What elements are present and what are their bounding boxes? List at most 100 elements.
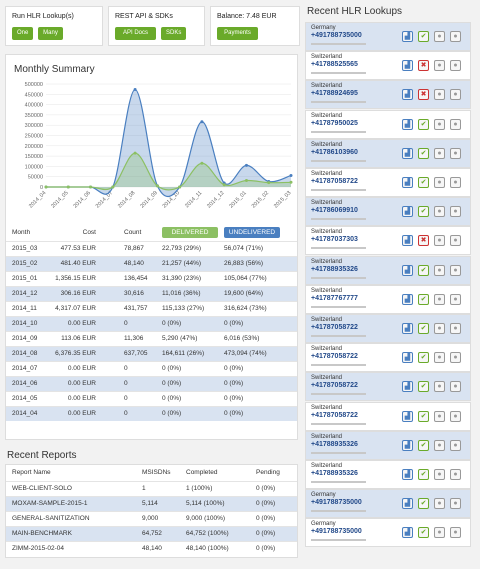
phone-number[interactable]: +491788735000 [311,528,362,536]
table-header: DELIVERED [162,227,218,238]
ok-icon[interactable]: ✔ [418,469,429,480]
chart-icon[interactable]: ▟ [402,410,413,422]
info-icon[interactable]: ● [434,264,445,276]
ok-icon[interactable]: ✔ [418,352,429,364]
more-icon[interactable]: ● [450,31,461,42]
ok-icon[interactable]: ✔ [418,31,429,42]
phone-number[interactable]: +41788935326 [311,265,358,273]
more-icon[interactable]: ● [450,264,461,276]
phone-number[interactable]: +41788924695 [311,90,358,98]
chart-icon[interactable]: ▟ [402,60,413,72]
error-icon[interactable]: ✖ [418,235,429,247]
more-icon[interactable]: ● [450,293,461,305]
phone-number[interactable]: +491788735000 [311,499,362,507]
more-icon[interactable]: ● [450,177,461,188]
ok-icon[interactable]: ✔ [418,177,429,188]
info-icon[interactable]: ● [434,410,445,422]
table-cell: ZIMM-2015-02-04 [12,545,65,552]
more-icon[interactable]: ● [450,147,461,159]
info-icon[interactable]: ● [434,118,445,130]
info-icon[interactable]: ● [434,381,445,393]
phone-number[interactable]: +41787767777 [311,294,358,302]
ok-icon[interactable]: ✔ [418,410,429,422]
chart-icon[interactable]: ▟ [402,469,413,480]
ok-icon[interactable]: ✔ [418,118,429,130]
info-icon[interactable]: ● [434,235,445,247]
more-icon[interactable]: ● [450,206,461,218]
ok-icon[interactable]: ✔ [418,498,429,510]
phone-number[interactable]: +41787950025 [311,119,358,127]
more-icon[interactable]: ● [450,352,461,364]
more-icon[interactable]: ● [450,60,461,72]
chart-icon[interactable]: ▟ [402,89,413,101]
chart-icon[interactable]: ▟ [402,147,413,159]
more-icon[interactable]: ● [450,235,461,247]
info-icon[interactable]: ● [434,352,445,364]
info-icon[interactable]: ● [434,323,445,334]
more-icon[interactable]: ● [450,527,461,539]
button[interactable]: One [12,27,33,40]
ok-icon[interactable]: ✔ [418,147,429,159]
chart-icon[interactable]: ▟ [402,177,413,188]
more-icon[interactable]: ● [450,410,461,422]
table-cell: 0 (0%) [256,530,276,537]
info-icon[interactable]: ● [434,89,445,101]
info-icon[interactable]: ● [434,147,445,159]
ok-icon[interactable]: ✔ [418,439,429,451]
ok-icon[interactable]: ✔ [418,323,429,334]
button[interactable]: SDKs [161,27,186,40]
phone-number[interactable]: +41787058722 [311,324,358,331]
info-icon[interactable]: ● [434,60,445,72]
more-icon[interactable]: ● [450,118,461,130]
button[interactable]: API Docs [115,27,156,40]
error-icon[interactable]: ✖ [418,60,429,72]
info-icon[interactable]: ● [434,31,445,42]
ok-icon[interactable]: ✔ [418,381,429,393]
chart-icon[interactable]: ▟ [402,235,413,247]
chart-icon[interactable]: ▟ [402,381,413,393]
phone-number[interactable]: +41786069910 [311,207,358,215]
ok-icon[interactable]: ✔ [418,293,429,305]
chart-icon[interactable]: ▟ [402,293,413,305]
phone-number[interactable]: +41787058722 [311,178,358,185]
phone-number[interactable]: +41787037303 [311,236,358,244]
button[interactable]: Many [38,27,63,40]
more-icon[interactable]: ● [450,498,461,510]
info-icon[interactable]: ● [434,527,445,539]
chart-icon[interactable]: ▟ [402,439,413,451]
ok-icon[interactable]: ✔ [418,527,429,539]
chart-icon[interactable]: ▟ [402,264,413,276]
phone-number[interactable]: +41788935326 [311,470,358,477]
more-icon[interactable]: ● [450,323,461,334]
more-icon[interactable]: ● [450,439,461,451]
chart-icon[interactable]: ▟ [402,323,413,334]
more-icon[interactable]: ● [450,381,461,393]
more-icon[interactable]: ● [450,89,461,101]
table-header: Count [124,229,142,236]
info-icon[interactable]: ● [434,498,445,510]
phone-number[interactable]: +41788525565 [311,61,358,69]
info-icon[interactable]: ● [434,293,445,305]
info-icon[interactable]: ● [434,206,445,218]
ok-icon[interactable]: ✔ [418,206,429,218]
chart-icon[interactable]: ▟ [402,206,413,218]
error-icon[interactable]: ✖ [418,89,429,101]
info-icon[interactable]: ● [434,439,445,451]
phone-number[interactable]: +41788935326 [311,440,358,448]
ok-icon[interactable]: ✔ [418,264,429,276]
info-icon[interactable]: ● [434,177,445,188]
chart-icon[interactable]: ▟ [402,352,413,364]
phone-number[interactable]: +41787058722 [311,382,358,390]
info-icon[interactable]: ● [434,469,445,480]
phone-number[interactable]: +41786103960 [311,148,358,156]
chart-icon[interactable]: ▟ [402,498,413,510]
more-icon[interactable]: ● [450,469,461,480]
phone-number[interactable]: +41787058722 [311,353,358,361]
phone-number[interactable]: +41787058722 [311,411,358,419]
phone-number[interactable]: +491788735000 [311,32,362,39]
chart-icon[interactable]: ▟ [402,31,413,42]
chart-icon[interactable]: ▟ [402,118,413,130]
button[interactable]: Payments [217,27,258,40]
table-cell: 19,600 (64%) [224,290,264,297]
chart-icon[interactable]: ▟ [402,527,413,539]
